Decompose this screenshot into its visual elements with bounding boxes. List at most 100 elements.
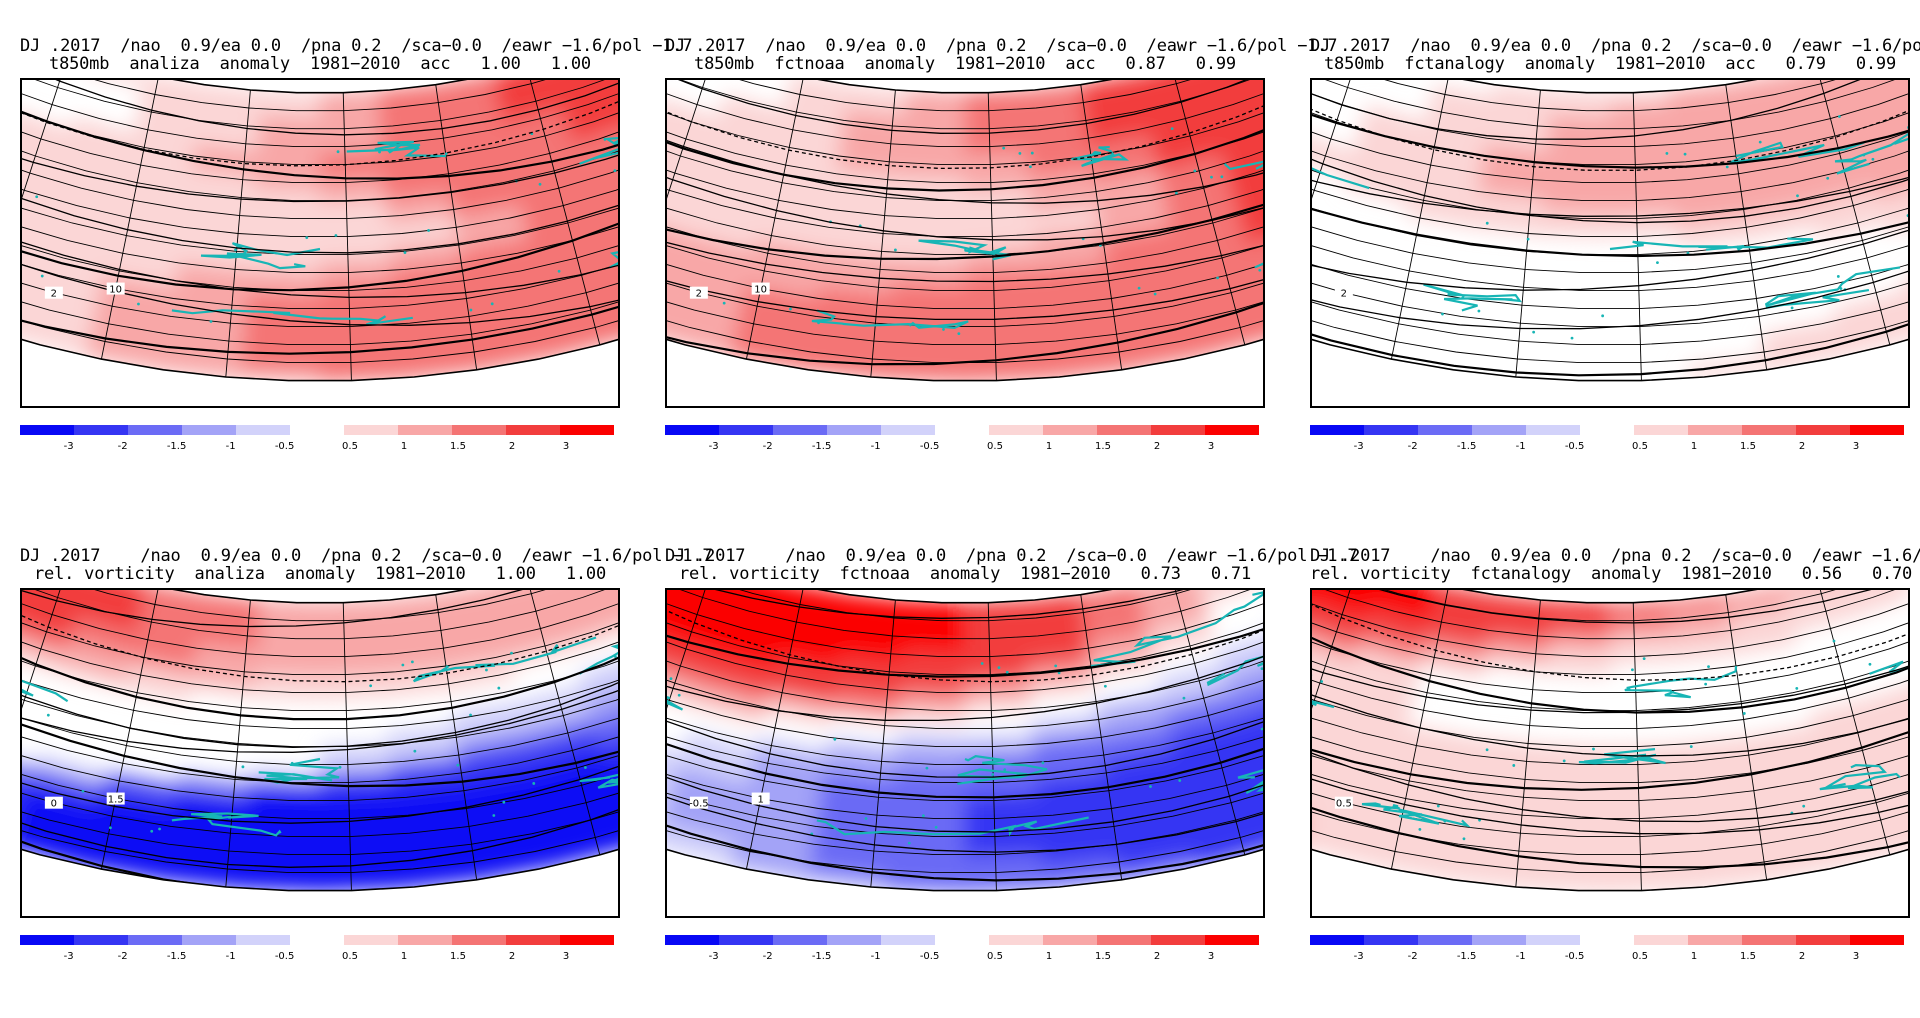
colorbar-label: -2 — [1408, 441, 1418, 452]
colorbar-swatch-negative — [827, 935, 881, 945]
panel-title-line2: t850mb fctnoaa anomaly 1981−2010 acc 0.8… — [665, 56, 1265, 73]
colorbar-swatch-positive — [1205, 935, 1259, 945]
colorbar-label: 1 — [1046, 441, 1052, 452]
panel-title-line1: DJ .2017 /nao 0.9/ea 0.0 /pna 0.2 /sca−0… — [20, 38, 620, 55]
colorbar-label: 1.5 — [1740, 441, 1756, 452]
colorbar-label: -3 — [1354, 441, 1364, 452]
colorbar-label: 1 — [401, 951, 407, 962]
map-panel: DJ .2017 /nao 0.9/ea 0.0 /pna 0.2 /sca−0… — [20, 548, 620, 1018]
colorbar-swatch-positive — [398, 935, 452, 945]
colorbar-swatch-positive — [1043, 935, 1097, 945]
colorbar-label: -3 — [709, 951, 719, 962]
colorbar-label: 2 — [509, 951, 515, 962]
colorbar-swatch-positive — [1151, 425, 1205, 435]
colorbar-swatch-positive — [1205, 425, 1259, 435]
colorbar-label: 2 — [1799, 441, 1805, 452]
colorbar-label: -0.5 — [275, 441, 295, 452]
colorbar-label: 0.5 — [1632, 441, 1648, 452]
colorbar-label: -2 — [118, 441, 128, 452]
contour-label: 2 — [51, 289, 57, 300]
colorbar-swatch-negative — [665, 425, 719, 435]
colorbar-swatch-positive — [1742, 425, 1796, 435]
panel-title-line1: DJ .2017 /nao 0.9/ea 0.0 /pna 0.2 /sca−0… — [665, 38, 1265, 55]
colorbar-label: -3 — [709, 441, 719, 452]
colorbar-swatch-negative — [182, 935, 236, 945]
map-panel: DJ .2017 /nao 0.9/ea 0.0 /pna 0.2 /sca−0… — [1310, 548, 1910, 1018]
colorbar-label: 3 — [563, 441, 569, 452]
colorbar-swatch-positive — [1688, 425, 1742, 435]
colorbar-label: -0.5 — [920, 951, 940, 962]
colorbar-swatch-positive — [1097, 425, 1151, 435]
colorbar-swatch-negative — [1310, 425, 1364, 435]
panel-title-line2: rel. vorticity fctnoaa anomaly 1981−2010… — [665, 566, 1265, 583]
panel-title-line1: DJ .2017 /nao 0.9/ea 0.0 /pna 0.2 /sca−0… — [1310, 548, 1910, 565]
contour-label: 0 — [51, 799, 57, 810]
colorbar-swatch-negative — [773, 935, 827, 945]
panel-title-line2: rel. vorticity fctanalogy anomaly 1981−2… — [1310, 566, 1910, 583]
panel-title-line2: t850mb fctanalogy anomaly 1981−2010 acc … — [1310, 56, 1910, 73]
panel-title-line1: DJ .2017 /nao 0.9/ea 0.0 /pna 0.2 /sca−0… — [20, 548, 620, 565]
colorbar-label: 1.5 — [450, 951, 466, 962]
colorbar-swatch-negative — [74, 935, 128, 945]
map-plot: -6-4-20246 — [1310, 78, 1910, 408]
colorbar-label: 3 — [1853, 441, 1859, 452]
colorbar-label: -1 — [226, 951, 236, 962]
colorbar-swatch-negative — [128, 425, 182, 435]
colorbar-swatch-positive — [989, 425, 1043, 435]
colorbar-label: -1.5 — [812, 441, 832, 452]
colorbar-label: -1.5 — [812, 951, 832, 962]
colorbar-swatch-positive — [560, 425, 614, 435]
colorbar-swatch-negative — [665, 935, 719, 945]
colorbar-label: -1 — [871, 441, 881, 452]
colorbar-label: -3 — [64, 951, 74, 962]
colorbar-swatch-negative — [1472, 425, 1526, 435]
colorbar-label: -1 — [1516, 441, 1526, 452]
colorbar-label: -1.5 — [167, 951, 187, 962]
colorbar-swatch-positive — [506, 935, 560, 945]
colorbar-label: 0.5 — [342, 951, 358, 962]
colorbar-label: 2 — [1154, 951, 1160, 962]
colorbar-swatch-negative — [20, 935, 74, 945]
colorbar-label: 1 — [1691, 441, 1697, 452]
colorbar-swatch-positive — [452, 425, 506, 435]
colorbar-label: -1 — [871, 951, 881, 962]
map-plot: -3-1.5-0.500.511.5 — [1310, 588, 1910, 918]
colorbar-swatch-positive — [560, 935, 614, 945]
colorbar-label: -0.5 — [1565, 441, 1585, 452]
map-plot: -6-4-2024610 — [665, 78, 1265, 408]
colorbar-swatch-negative — [128, 935, 182, 945]
contour-label: 10 — [109, 285, 122, 296]
map-plot: -6-4-2024610 — [20, 78, 620, 408]
colorbar-swatch-positive — [452, 935, 506, 945]
colorbar-swatch-negative — [74, 425, 128, 435]
colorbar-swatch-negative — [1364, 425, 1418, 435]
colorbar-swatch-positive — [398, 425, 452, 435]
colorbar-label: 1.5 — [450, 441, 466, 452]
colorbar-label: -1 — [226, 441, 236, 452]
colorbar-swatch-negative — [20, 425, 74, 435]
colorbar-label: 2 — [509, 441, 515, 452]
colorbar-swatch-negative — [182, 425, 236, 435]
map-panel: DJ .2017 /nao 0.9/ea 0.0 /pna 0.2 /sca−0… — [665, 548, 1265, 1018]
colorbar-label: 2 — [1154, 441, 1160, 452]
colorbar-label: 1 — [401, 441, 407, 452]
contour-label: 1 — [757, 795, 763, 806]
contour-label: 2 — [696, 289, 702, 300]
colorbar-swatch-negative — [1418, 425, 1472, 435]
colorbar-label: 1 — [1046, 951, 1052, 962]
colorbar-swatch-negative — [719, 935, 773, 945]
colorbar-label: 0.5 — [342, 441, 358, 452]
colorbar-label: -3 — [64, 441, 74, 452]
colorbar-swatch-positive — [1634, 425, 1688, 435]
colorbar-swatch-negative — [881, 935, 935, 945]
colorbar-swatch-positive — [1043, 425, 1097, 435]
colorbar-swatch-positive — [344, 425, 398, 435]
colorbar-swatch-negative — [1526, 425, 1580, 435]
panel-title-line2: t850mb analiza anomaly 1981−2010 acc 1.0… — [20, 56, 620, 73]
colorbar-swatch-positive — [1097, 935, 1151, 945]
colorbar-swatch-positive — [1796, 425, 1850, 435]
